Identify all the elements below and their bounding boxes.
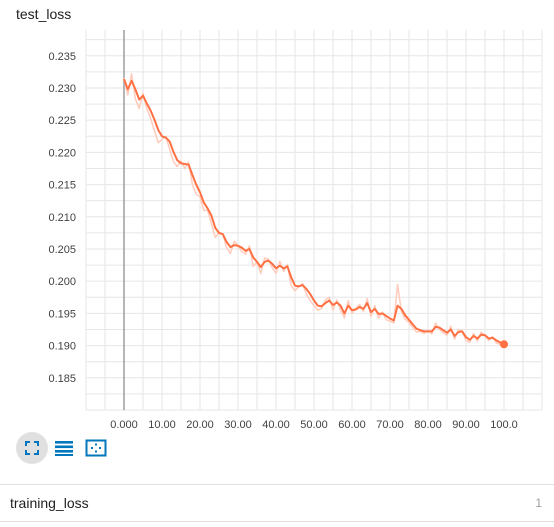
y-tick-label: 0.225 bbox=[48, 115, 76, 127]
fullscreen-icon bbox=[25, 441, 39, 455]
list-icon bbox=[55, 441, 73, 456]
y-tick-label: 0.215 bbox=[48, 180, 76, 192]
section-training-loss[interactable]: training_loss 1 bbox=[0, 485, 554, 522]
fullscreen-button[interactable] bbox=[16, 432, 48, 464]
toggle-log-scale-button[interactable] bbox=[48, 432, 80, 464]
x-tick-label: 10.00 bbox=[148, 419, 176, 430]
series-end-point bbox=[500, 340, 508, 349]
x-tick-label: 60.00 bbox=[338, 419, 366, 430]
grid bbox=[85, 30, 543, 411]
section-title: training_loss bbox=[10, 495, 89, 511]
x-tick-label: 80.00 bbox=[414, 419, 442, 430]
x-tick-label: 100.0 bbox=[490, 419, 518, 430]
y-tick-label: 0.230 bbox=[48, 83, 76, 95]
test-loss-card: test_loss 0.185 0.190 0.195 0.200 0.205 0.210… bbox=[0, 0, 554, 464]
x-tick-label: 30.00 bbox=[224, 419, 252, 430]
section-divider bbox=[0, 484, 554, 485]
chart-toolbar bbox=[16, 432, 112, 464]
chart-title: test_loss bbox=[16, 6, 72, 22]
test-loss-chart[interactable]: 0.185 0.190 0.195 0.200 0.205 0.210 0.215 0.220… bbox=[0, 0, 554, 430]
x-tick-label: 70.00 bbox=[376, 419, 404, 430]
y-tick-label: 0.205 bbox=[48, 244, 76, 256]
y-tick-label: 0.185 bbox=[48, 373, 76, 385]
y-tick-label: 0.210 bbox=[48, 212, 76, 224]
x-tick-label: 40.00 bbox=[262, 419, 290, 430]
y-tick-label: 0.190 bbox=[48, 341, 76, 353]
section-count: 1 bbox=[535, 496, 542, 510]
x-tick-label: 90.00 bbox=[452, 419, 480, 430]
series-line bbox=[123, 78, 505, 346]
x-tick-label: 20.00 bbox=[186, 419, 214, 430]
y-tick-label: 0.195 bbox=[48, 308, 76, 320]
y-tick-label: 0.200 bbox=[48, 276, 76, 288]
fit-domain-icon bbox=[85, 439, 107, 457]
x-tick-label: 0.000 bbox=[110, 419, 138, 430]
fit-domain-button[interactable] bbox=[80, 432, 112, 464]
y-tick-label: 0.235 bbox=[48, 51, 76, 63]
y-tick-label: 0.220 bbox=[48, 147, 76, 159]
x-tick-label: 50.00 bbox=[300, 419, 328, 430]
